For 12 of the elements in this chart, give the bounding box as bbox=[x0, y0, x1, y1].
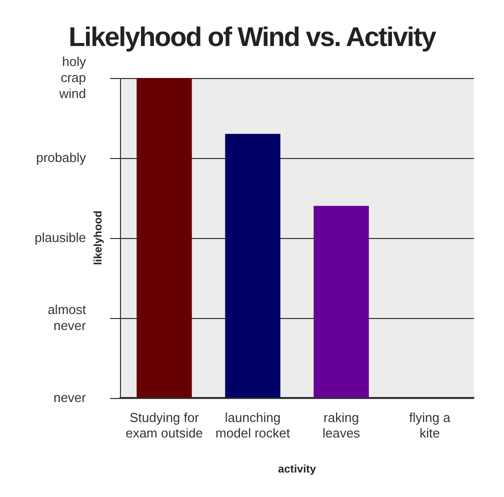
chart-title: Likelyhood of Wind vs. Activity bbox=[68, 22, 437, 53]
y-axis-title: likelyhood bbox=[92, 210, 105, 266]
text: holy crap wind bbox=[58, 54, 86, 102]
x-tick-label: Studying for exam outside bbox=[126, 410, 203, 441]
text: plausible bbox=[34, 230, 86, 246]
x-tick-label: raking leaves bbox=[322, 410, 361, 441]
text: probably bbox=[36, 150, 86, 166]
text: almost never bbox=[48, 302, 87, 334]
text: never bbox=[53, 390, 87, 406]
x-tick-label: flying a kite bbox=[409, 410, 452, 441]
x-axis-title: activity bbox=[278, 463, 317, 476]
x-tick-label: launching model rocket bbox=[216, 410, 290, 441]
